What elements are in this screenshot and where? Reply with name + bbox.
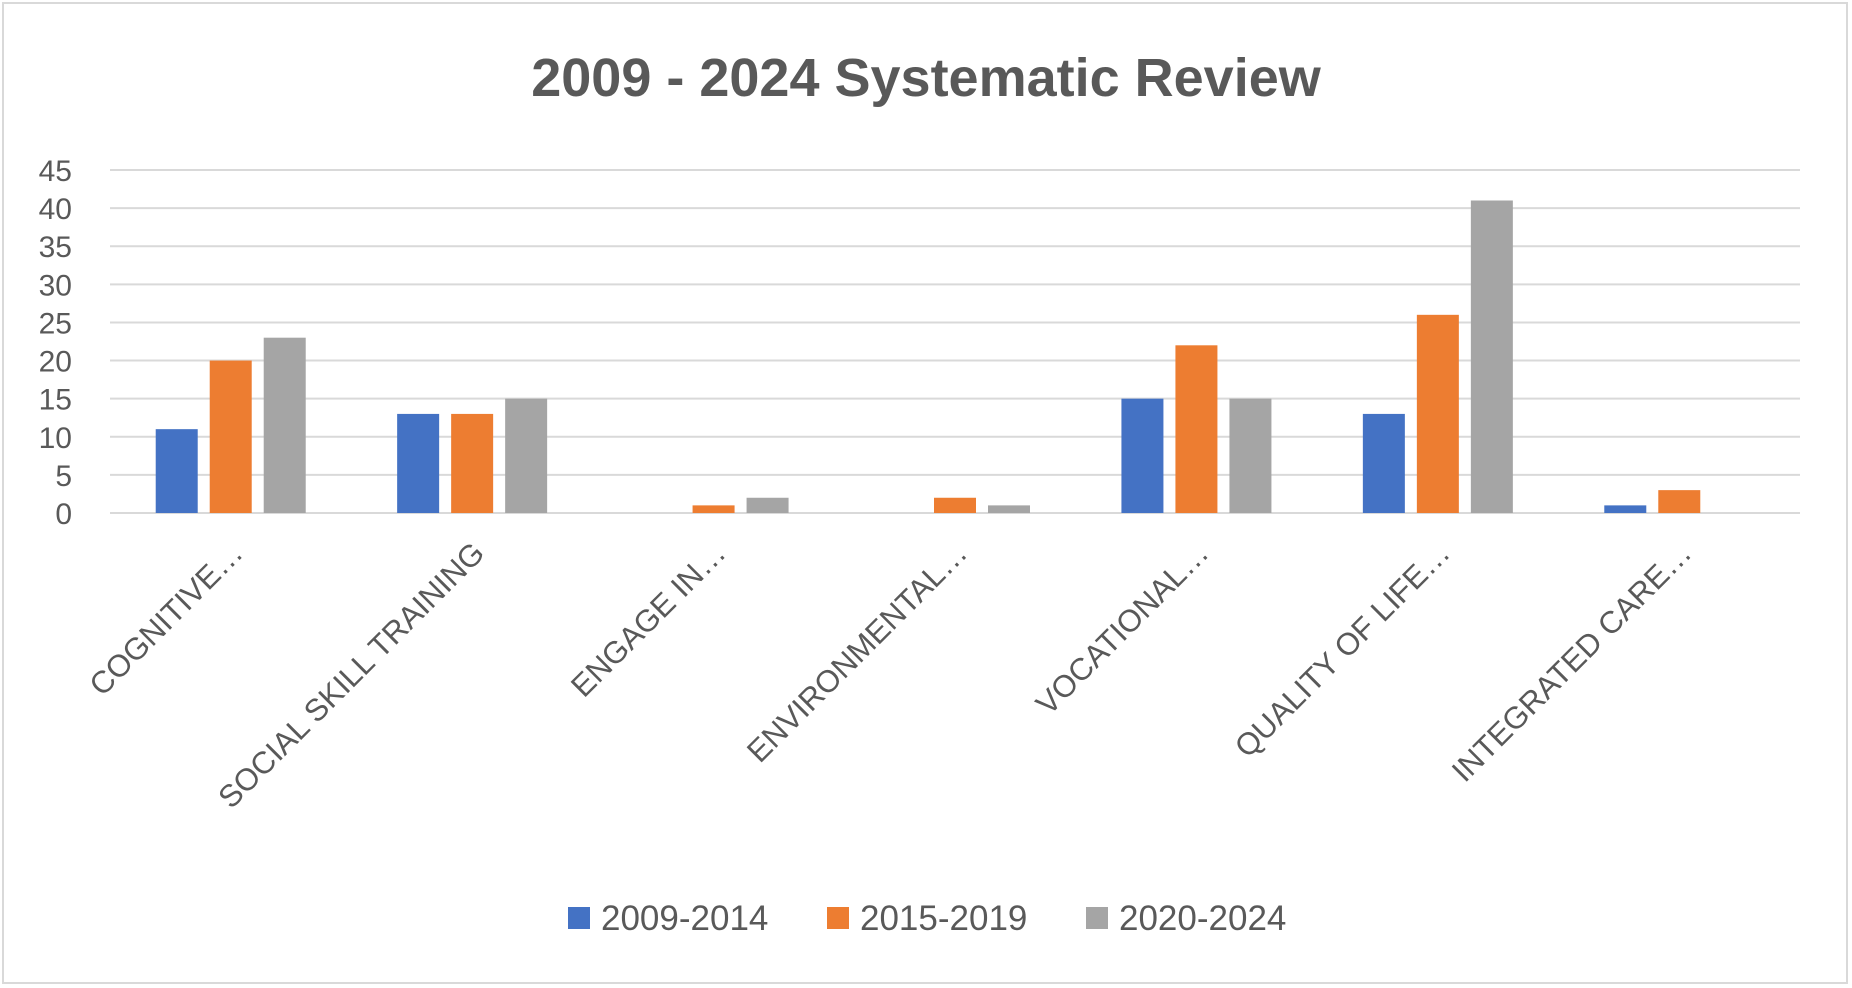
- y-tick-label: 0: [55, 498, 72, 531]
- y-axis-ticks: 0 5 10 15 20 25 30 35 40 45: [39, 155, 72, 531]
- x-category-label: COGNITIVE…: [82, 535, 249, 702]
- legend-swatch-2015-2019: [827, 907, 849, 929]
- bar-2015-2019-7: [1658, 490, 1701, 513]
- bar-2009-2014-6: [1362, 413, 1405, 513]
- legend-label: 2020-2024: [1119, 899, 1286, 938]
- legend-label: 2015-2019: [860, 899, 1027, 938]
- y-tick-label: 35: [39, 231, 72, 264]
- bar-2020-2024-2: [505, 398, 548, 513]
- y-tick-label: 10: [39, 422, 72, 455]
- x-category-label: ENVIRONMENTAL…: [740, 535, 974, 769]
- bar-2015-2019-2: [451, 413, 494, 513]
- bar-2015-2019-5: [1175, 345, 1218, 513]
- bar-2020-2024-6: [1470, 200, 1513, 513]
- bar-2020-2024-3: [746, 497, 789, 513]
- x-category-label: SOCIAL SKILL TRAINING: [211, 535, 491, 815]
- bar-2009-2014-7: [1604, 505, 1647, 513]
- legend-swatch-2020-2024: [1086, 907, 1108, 929]
- bar-2020-2024-5: [1229, 398, 1272, 513]
- bars: [155, 200, 1701, 513]
- bar-2009-2014-5: [1121, 398, 1164, 513]
- chart-title: 2009 - 2024 Systematic Review: [531, 48, 1322, 108]
- x-axis-labels: COGNITIVE…SOCIAL SKILL TRAINING ENGAGE IN…: [82, 535, 1698, 815]
- bar-2009-2014-2: [397, 413, 440, 513]
- y-tick-label: 30: [39, 269, 72, 302]
- y-tick-label: 5: [55, 460, 72, 493]
- bar-2020-2024-1: [263, 337, 306, 513]
- bar-2015-2019-3: [692, 505, 735, 513]
- y-tick-label: 15: [39, 384, 72, 417]
- y-tick-label: 45: [39, 155, 72, 188]
- legend-swatch-2009-2014: [568, 907, 590, 929]
- y-tick-label: 25: [39, 307, 72, 340]
- x-category-label: ENGAGE IN…: [564, 535, 732, 703]
- bar-2015-2019-6: [1416, 314, 1459, 513]
- x-category-label: INTEGRATED CARE…: [1445, 535, 1698, 788]
- x-category-label: QUALITY OF LIFE…: [1228, 535, 1457, 764]
- y-tick-label: 20: [39, 346, 72, 379]
- x-category-label: VOCATIONAL…: [1029, 535, 1215, 721]
- y-tick-label: 40: [39, 193, 72, 226]
- legend-label: 2009-2014: [601, 899, 768, 938]
- bar-2015-2019-1: [209, 360, 252, 513]
- bar-2020-2024-4: [988, 505, 1030, 513]
- bar-2015-2019-4: [934, 497, 976, 513]
- gridlines: [110, 169, 1800, 514]
- bar-2009-2014-1: [155, 429, 198, 513]
- legend: 2009-2014 2015-2019 2020-2024: [568, 899, 1286, 938]
